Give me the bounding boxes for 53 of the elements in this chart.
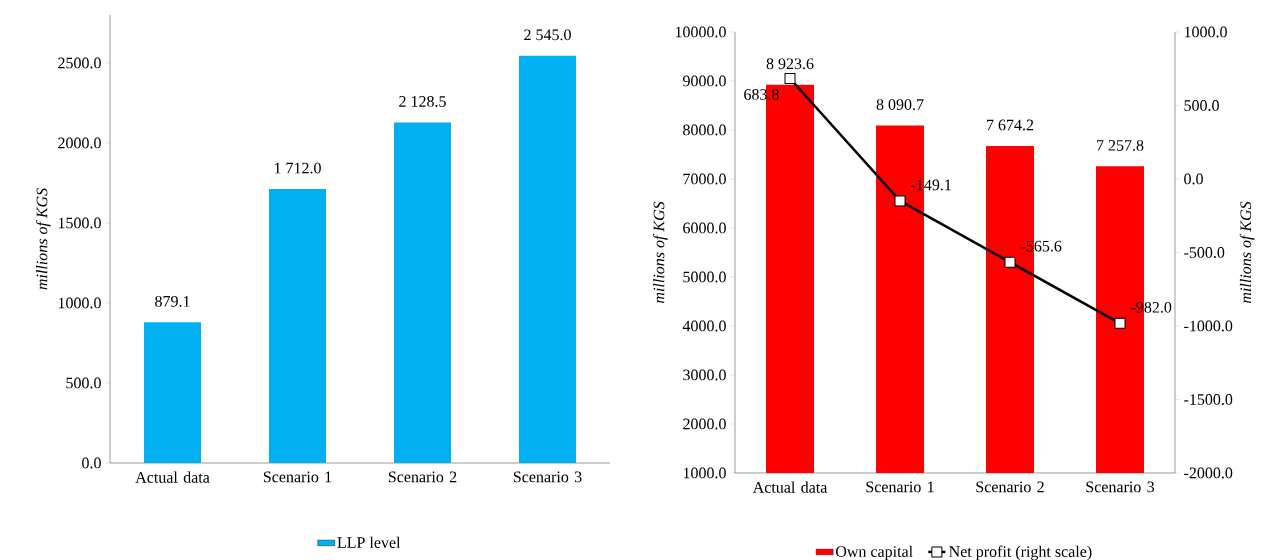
y-tick-label: 0.0 [82, 457, 101, 469]
y2-tick-label: 1000.0 [1184, 26, 1227, 38]
y-axis-title: millions of KGS [652, 201, 668, 304]
x-tick-label: Scenario 1 [263, 471, 332, 483]
y-tick-label: 8000.0 [683, 124, 726, 136]
y2-tick-label: 500.0 [1184, 100, 1219, 111]
y2-tick-label: -2000.0 [1184, 467, 1233, 479]
y2-tick-label: -1500.0 [1184, 394, 1233, 405]
x-tick-label: Scenario 1 [866, 481, 934, 493]
data-label: 8 090.7 [876, 99, 924, 111]
y2-axis-title: millions of KGS [1239, 201, 1255, 304]
x-tick-label: Scenario 2 [388, 471, 457, 483]
y-tick-label: 2500.0 [58, 57, 101, 69]
y2-tick-label: -500.0 [1184, 247, 1225, 258]
bar [144, 322, 201, 463]
data-label: 7 257.8 [1097, 139, 1144, 151]
point [894, 195, 906, 207]
y-tick-label: 9000.0 [682, 75, 726, 87]
y-tick-label: 2000.0 [683, 418, 726, 430]
y-tick-label: 1000.0 [683, 467, 726, 479]
point [1114, 317, 1126, 329]
y2-tick-label: -1000.0 [1184, 320, 1233, 332]
data-label: 879.1 [155, 295, 190, 307]
x-tick-label: Actual data [752, 481, 828, 493]
bar [519, 55, 577, 463]
y-axis-title: millions of KGS [35, 188, 51, 290]
x-tick-label: Scenario 3 [513, 471, 582, 483]
data-label: 8 923.6 [766, 58, 814, 70]
y-tick-label: 500.0 [66, 377, 101, 389]
data-label: 2 128.5 [399, 96, 446, 107]
y-tick-label: 10000.0 [675, 26, 726, 38]
legend-label: Net profit (right scale) [949, 545, 1092, 560]
y-tick-label: 2000.0 [58, 137, 101, 149]
y-tick-label: 6000.0 [683, 222, 726, 234]
point [1004, 256, 1016, 268]
bar [269, 189, 326, 463]
bar [394, 122, 451, 463]
y-tick-label: 1000.0 [58, 297, 101, 309]
y-tick-label: 5000.0 [683, 271, 726, 283]
y-tick-label: 7000.0 [683, 173, 726, 185]
data-label: 7 674.2 [987, 119, 1034, 131]
y-tick-label: 1500.0 [58, 217, 101, 229]
legend-label: LLP level [337, 536, 401, 548]
y2-tick-label: 0.0 [1184, 173, 1203, 185]
x-tick-label: Actual data [135, 471, 210, 483]
y-tick-label: 3000.0 [683, 369, 726, 381]
y-tick-label: 4000.0 [682, 320, 726, 332]
point [784, 72, 796, 84]
x-tick-label: Scenario 2 [976, 481, 1044, 493]
data-label: 1 712.0 [274, 162, 321, 174]
x-tick-label: Scenario 3 [1086, 481, 1155, 493]
data-label: 2 545.0 [524, 29, 571, 41]
legend-label: Own capital [835, 545, 913, 560]
